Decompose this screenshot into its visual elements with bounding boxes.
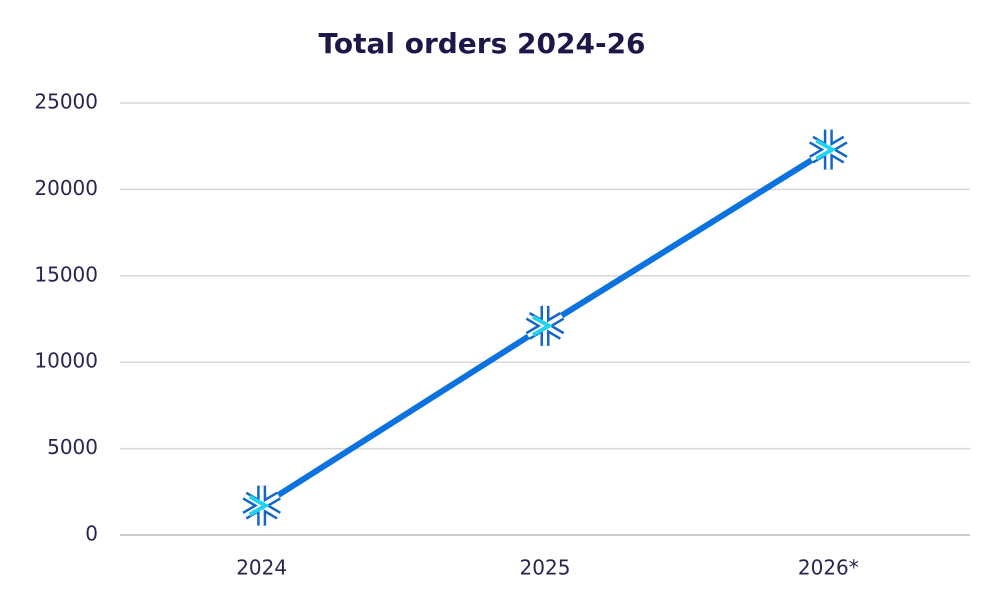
x-tick-label: 2025 <box>520 556 571 580</box>
y-tick-label: 10000 <box>34 349 98 373</box>
marker <box>525 305 565 346</box>
x-tick-label: 2024 <box>236 556 287 580</box>
y-tick-label: 0 <box>85 522 98 546</box>
y-tick-label: 15000 <box>34 262 98 286</box>
marker-chevron <box>532 315 554 337</box>
marker-chevron <box>815 138 837 161</box>
y-tick-label: 5000 <box>47 435 98 459</box>
marker <box>809 129 848 170</box>
marker <box>242 485 281 526</box>
y-tick-label: 20000 <box>34 176 98 200</box>
chart-title: Total orders 2024-26 <box>318 27 645 60</box>
x-tick-label: 2026* <box>798 556 859 580</box>
marker-chevron <box>248 494 270 517</box>
y-tick-label: 25000 <box>34 90 98 114</box>
